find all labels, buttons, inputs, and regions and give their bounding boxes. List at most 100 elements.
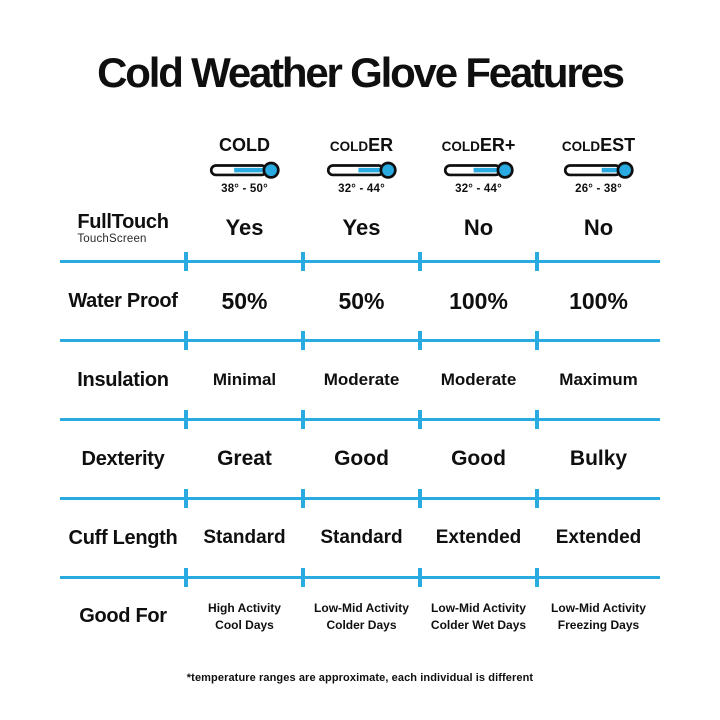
divider-tick [301,252,305,271]
row-divider [60,410,660,429]
cell-value: High Activity Cool Days [208,601,281,632]
table-row-insulation: Insulation Minimal Moderate Moderate Max… [60,342,660,418]
row-divider [60,489,660,508]
thermometer-icon [443,161,514,179]
cell-value: Standard [203,527,286,548]
cell-value: Great [217,447,272,470]
cell-value: Minimal [212,370,277,389]
cell-value: 100% [569,287,628,314]
cell-value: Extended [435,527,522,548]
cell-value: 50% [221,287,268,314]
table-row-fulltouch: FullTouch TouchScreen Yes Yes No No [60,196,660,260]
cell-value: Extended [555,527,642,548]
divider-tick [301,489,305,508]
row-divider [60,252,660,271]
divider-tick [301,410,305,429]
divider-tick [418,489,422,508]
cell-value: Low-Mid Activity Colder Wet Days [430,601,527,632]
column-title-small: COLD [441,139,480,154]
thermometer-bulb [496,161,514,179]
divider-tick [184,568,188,587]
footnote: *temperature ranges are approximate, eac… [186,672,534,684]
temp-range: 32° - 44° [455,183,502,195]
column-title-big: ER+ [479,135,516,155]
thermometer-icon [563,161,634,179]
cell-value: Standard [320,527,403,548]
page-title: Cold Weather Glove Features [97,49,625,96]
cell-value: 50% [338,287,385,314]
row-label-wrap: FullTouch TouchScreen [77,210,169,245]
row-label-cell: Water Proof [60,263,186,339]
thermometer-bulb [262,161,280,179]
row-label: Good For [79,605,167,627]
divider-tick [535,331,539,350]
cell-value: Good [334,447,389,470]
row-label-cell: Good For [60,579,186,654]
divider-tick [418,252,422,271]
row-divider [60,568,660,587]
row-label: Dexterity [81,447,165,470]
thermometer-icon [209,161,280,179]
column-title: COLD EST [562,135,635,156]
table-row-dexterity: Dexterity Great Good Good Bulky [60,421,660,497]
column-title-small: COLD [561,139,601,154]
divider-tick [184,252,188,271]
temp-range: 38° - 50° [221,183,268,195]
row-label-cell: FullTouch TouchScreen [60,196,186,260]
comparison-table: COLD 38° - 50° COLD ER [60,132,660,654]
divider-tick [535,410,539,429]
table-row-goodfor: Good For High Activity Cool Days Low-Mid… [60,579,660,654]
row-label: Insulation [77,368,169,391]
header-row: COLD 38° - 50° COLD ER [60,132,660,196]
row-label-cell: Cuff Length [60,500,186,576]
cell-value: Yes [342,215,381,240]
thermometer-icon [326,161,397,179]
divider-tick [184,410,188,429]
column-title: COLD [219,135,270,156]
divider-tick [184,331,188,350]
divider-tick [301,568,305,587]
column-title: COLD ER+ [442,135,516,156]
temp-range: 32° - 44° [338,183,385,195]
cell-value: Good [451,447,506,470]
row-label: Water Proof [68,289,178,312]
cell-value: No [583,215,614,240]
cell-value: 100% [449,287,508,314]
row-sublabel: TouchScreen [77,232,147,245]
temp-range: 26° - 38° [575,183,622,195]
cell-value: Maximum [559,370,638,389]
cell-value: Low-Mid Activity Freezing Days [551,601,646,632]
column-title-big: ER [368,135,394,155]
row-label: FullTouch [77,210,169,233]
divider-tick [535,489,539,508]
thermometer-bulb [616,161,634,179]
divider-tick [184,489,188,508]
divider-tick [418,331,422,350]
column-title-small: COLD [329,139,369,154]
table-row-waterproof: Water Proof 50% 50% 100% 100% [60,263,660,339]
table-row-cufflength: Cuff Length Standard Standard Extended E… [60,500,660,576]
cell-value: Moderate [323,370,400,389]
column-header-colder: COLD ER 32° - 44° [303,132,420,196]
column-title-big: COLD [219,135,270,155]
cell-value: No [463,215,494,240]
column-header-cold: COLD 38° - 50° [186,132,303,196]
column-title-big: EST [600,135,636,155]
cell-value: Low-Mid Activity Colder Days [314,601,409,632]
column-header-colder-plus: COLD ER+ 32° - 44° [420,132,537,196]
cell-value: Bulky [569,447,628,470]
divider-tick [418,410,422,429]
divider-tick [535,252,539,271]
divider-tick [301,331,305,350]
column-title: COLD ER [330,135,393,156]
column-header-coldest: COLD EST 26° - 38° [537,132,660,196]
row-divider [60,331,660,350]
thermometer-bulb [379,161,397,179]
cell-value: Moderate [440,370,517,389]
divider-tick [535,568,539,587]
row-label: Cuff Length [68,526,178,549]
row-label-cell: Insulation [60,342,186,418]
row-label-cell: Dexterity [60,421,186,497]
cell-value: Yes [225,215,264,240]
